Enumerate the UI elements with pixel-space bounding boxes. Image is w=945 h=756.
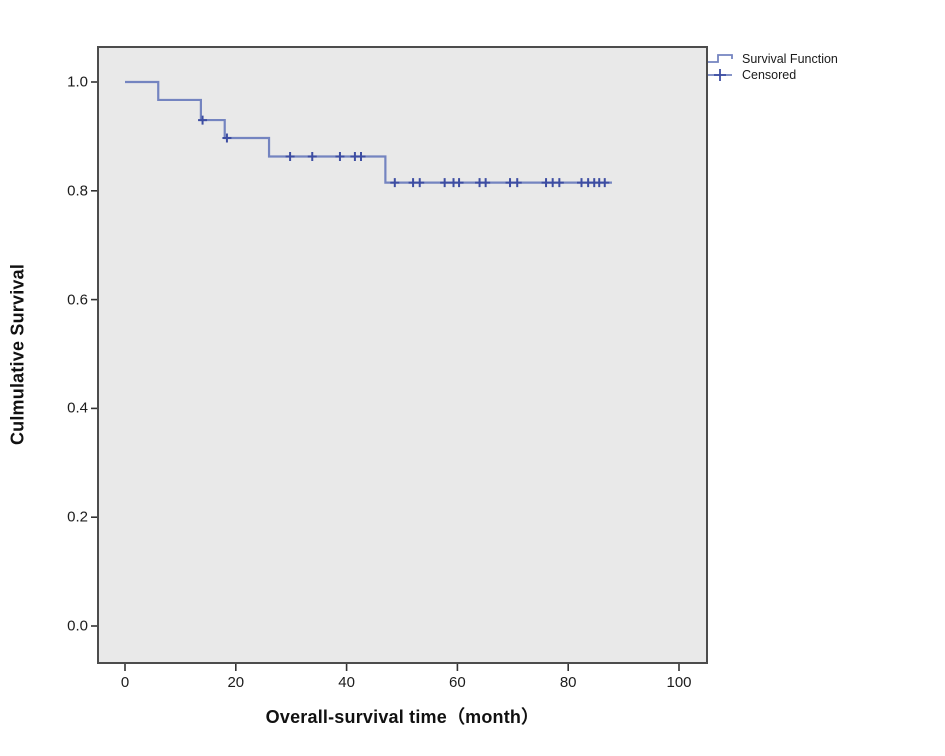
y-tick-label: 0.8 bbox=[67, 182, 88, 200]
legend-item-censored: Censored bbox=[706, 67, 838, 83]
legend-label: Censored bbox=[742, 67, 797, 82]
legend-item-survival-function: Survival Function bbox=[706, 51, 838, 67]
survival-step-line bbox=[125, 80, 612, 184]
plot-background bbox=[98, 47, 707, 663]
x-axis-title: Overall-survival time（month） bbox=[265, 707, 540, 727]
y-tick-label: 1.0 bbox=[67, 73, 88, 91]
y-axis-title: Culmulative Survival bbox=[7, 263, 28, 446]
x-tick-label: 100 bbox=[666, 674, 692, 691]
x-tick-label: 60 bbox=[449, 674, 466, 691]
y-tick-label: 0.2 bbox=[67, 508, 88, 526]
y-tick-label: 0.6 bbox=[67, 291, 88, 309]
x-tick-label: 0 bbox=[120, 674, 130, 691]
legend: Survival Function Censored bbox=[706, 51, 838, 83]
censor-marks bbox=[198, 115, 610, 188]
censored-plus-icon bbox=[708, 69, 732, 81]
y-tick-label: 0.0 bbox=[67, 617, 88, 635]
x-tick-label: 20 bbox=[227, 674, 245, 691]
x-tick-label: 80 bbox=[559, 674, 577, 691]
y-tick-label: 0.4 bbox=[67, 399, 88, 417]
step-line-icon bbox=[708, 54, 733, 63]
x-tick-label: 40 bbox=[338, 674, 355, 691]
legend-label: Survival Function bbox=[742, 51, 838, 66]
plot-border bbox=[97, 46, 708, 664]
